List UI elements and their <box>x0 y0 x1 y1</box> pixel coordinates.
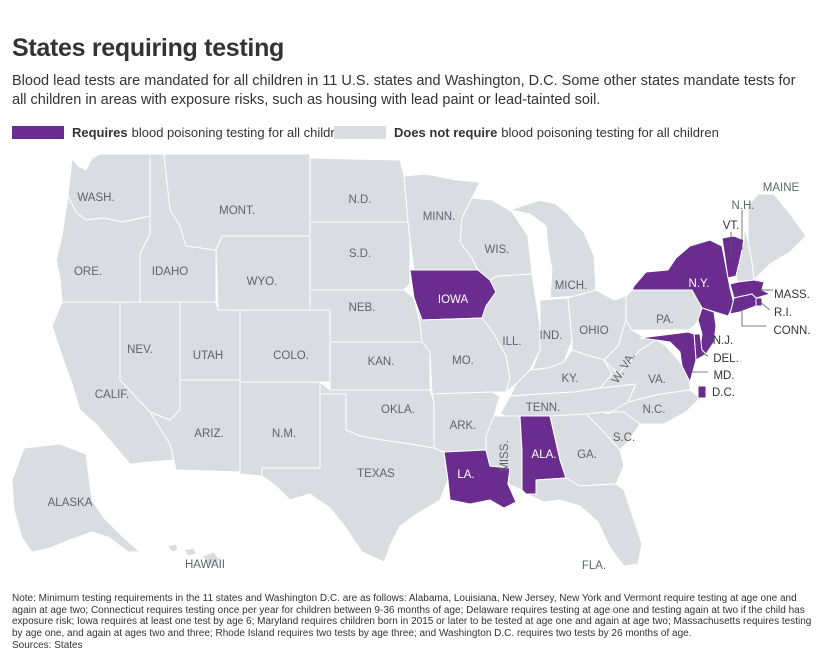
state-me <box>747 193 807 281</box>
state-ut <box>179 301 241 381</box>
legend-not-swatch <box>334 125 386 139</box>
state-label-tx: TEXAS <box>357 468 395 480</box>
state-label-sc: S.C. <box>613 432 635 444</box>
state-label-ks: KAN. <box>368 356 395 368</box>
page-title: States requiring testing <box>12 34 285 62</box>
note-text: Note: Minimum testing requirements in th… <box>12 593 812 639</box>
state-label-mt: MONT. <box>219 205 255 217</box>
leader-line-ri <box>759 301 771 311</box>
state-label-al: ALA. <box>532 449 557 461</box>
state-label-mo: MO. <box>452 355 474 367</box>
legend-not-bold: Does not require <box>394 124 498 140</box>
state-wy <box>215 235 311 311</box>
state-label-oh: OHIO <box>579 325 608 337</box>
state-label-nj: N.J. <box>713 335 733 347</box>
state-label-va: VA. <box>648 374 666 386</box>
state-md <box>639 331 697 383</box>
state-il <box>481 273 541 393</box>
state-shapes <box>11 153 807 567</box>
sources-text: Sources: States <box>12 640 83 651</box>
state-label-ga: GA. <box>577 449 597 461</box>
state-label-nm: N.M. <box>272 428 296 440</box>
state-hi <box>167 543 221 567</box>
legend-requires-bold: Requires <box>72 124 128 140</box>
state-label-me: MAINE <box>763 182 800 194</box>
state-label-in: IND. <box>540 330 563 342</box>
state-ri <box>755 297 763 307</box>
leader-lines <box>689 210 773 373</box>
legend-not-text: blood poisoning testing for all children <box>501 124 719 140</box>
state-label-ak: ALASKA <box>48 497 93 509</box>
state-co <box>239 309 331 383</box>
state-label-tn: TENN. <box>526 402 561 414</box>
leader-line-md <box>689 366 708 373</box>
state-fl <box>525 477 643 567</box>
subtitle: Blood lead tests are mandated for all ch… <box>12 73 796 108</box>
state-label-wy: WYO. <box>247 276 278 288</box>
state-label-ri: R.I. <box>774 307 792 319</box>
state-label-ny: N.Y. <box>689 278 710 290</box>
state-label-nd: N.D. <box>349 194 372 206</box>
state-label-dc: D.C. <box>712 387 735 399</box>
state-label-la: LA. <box>457 469 474 481</box>
state-dc <box>697 385 707 399</box>
state-ks <box>329 341 431 391</box>
state-tx <box>261 393 449 563</box>
us-map: WASH. ORE. CALIF. IDAHO NEV. MONT. WYO. UTAH COL… <box>11 153 811 572</box>
state-label-ca: CALIF. <box>95 389 130 401</box>
state-label-mi: MICH. <box>555 280 588 292</box>
state-label-wi: WIS. <box>485 244 510 256</box>
state-label-az: ARIZ. <box>194 428 223 440</box>
state-label-co: COLO. <box>273 350 309 362</box>
state-nd <box>309 157 409 223</box>
state-label-ne: NEB. <box>349 302 376 314</box>
state-label-nh: N.H. <box>732 200 755 212</box>
state-label-ma: MASS. <box>774 289 810 301</box>
state-label-ct: CONN. <box>773 325 810 337</box>
legend-requires-swatch <box>12 125 64 139</box>
state-label-de: DEL. <box>713 353 739 365</box>
state-label-ok: OKLA. <box>381 404 415 416</box>
legend-requires-text: blood poisoning testing for all children <box>131 124 350 140</box>
state-ak <box>11 443 141 553</box>
state-ct <box>729 293 757 315</box>
state-label-ky: KY. <box>561 373 578 385</box>
state-label-nc: N.C. <box>643 404 666 416</box>
state-label-ar: ARK. <box>450 420 477 432</box>
state-label-mn: MINN. <box>423 211 456 223</box>
state-label-hi: HAWAII <box>185 559 225 571</box>
state-label-md: MD. <box>713 370 734 382</box>
state-label-ut: UTAH <box>193 350 223 362</box>
state-label-sd: S.D. <box>349 248 371 260</box>
state-label-ia: IOWA <box>438 294 469 306</box>
state-label-or: ORE. <box>74 266 102 278</box>
state-label-wa: WASH. <box>77 192 114 204</box>
state-label-fl: FLA. <box>582 560 606 572</box>
legend-not-required: Does not require blood poisoning testing… <box>334 124 719 140</box>
state-label-vt: VT. <box>723 220 740 232</box>
leader-line-de <box>699 351 709 357</box>
state-label-pa: PA. <box>656 314 674 326</box>
state-label-il: ILL. <box>502 336 521 348</box>
legend-requires: Requires blood poisoning testing for all… <box>12 124 349 140</box>
state-label-ms: MISS. <box>499 440 511 471</box>
state-label-nv: NEV. <box>127 344 153 356</box>
state-label-id: IDAHO <box>152 266 188 278</box>
leader-line-ct <box>741 308 766 327</box>
